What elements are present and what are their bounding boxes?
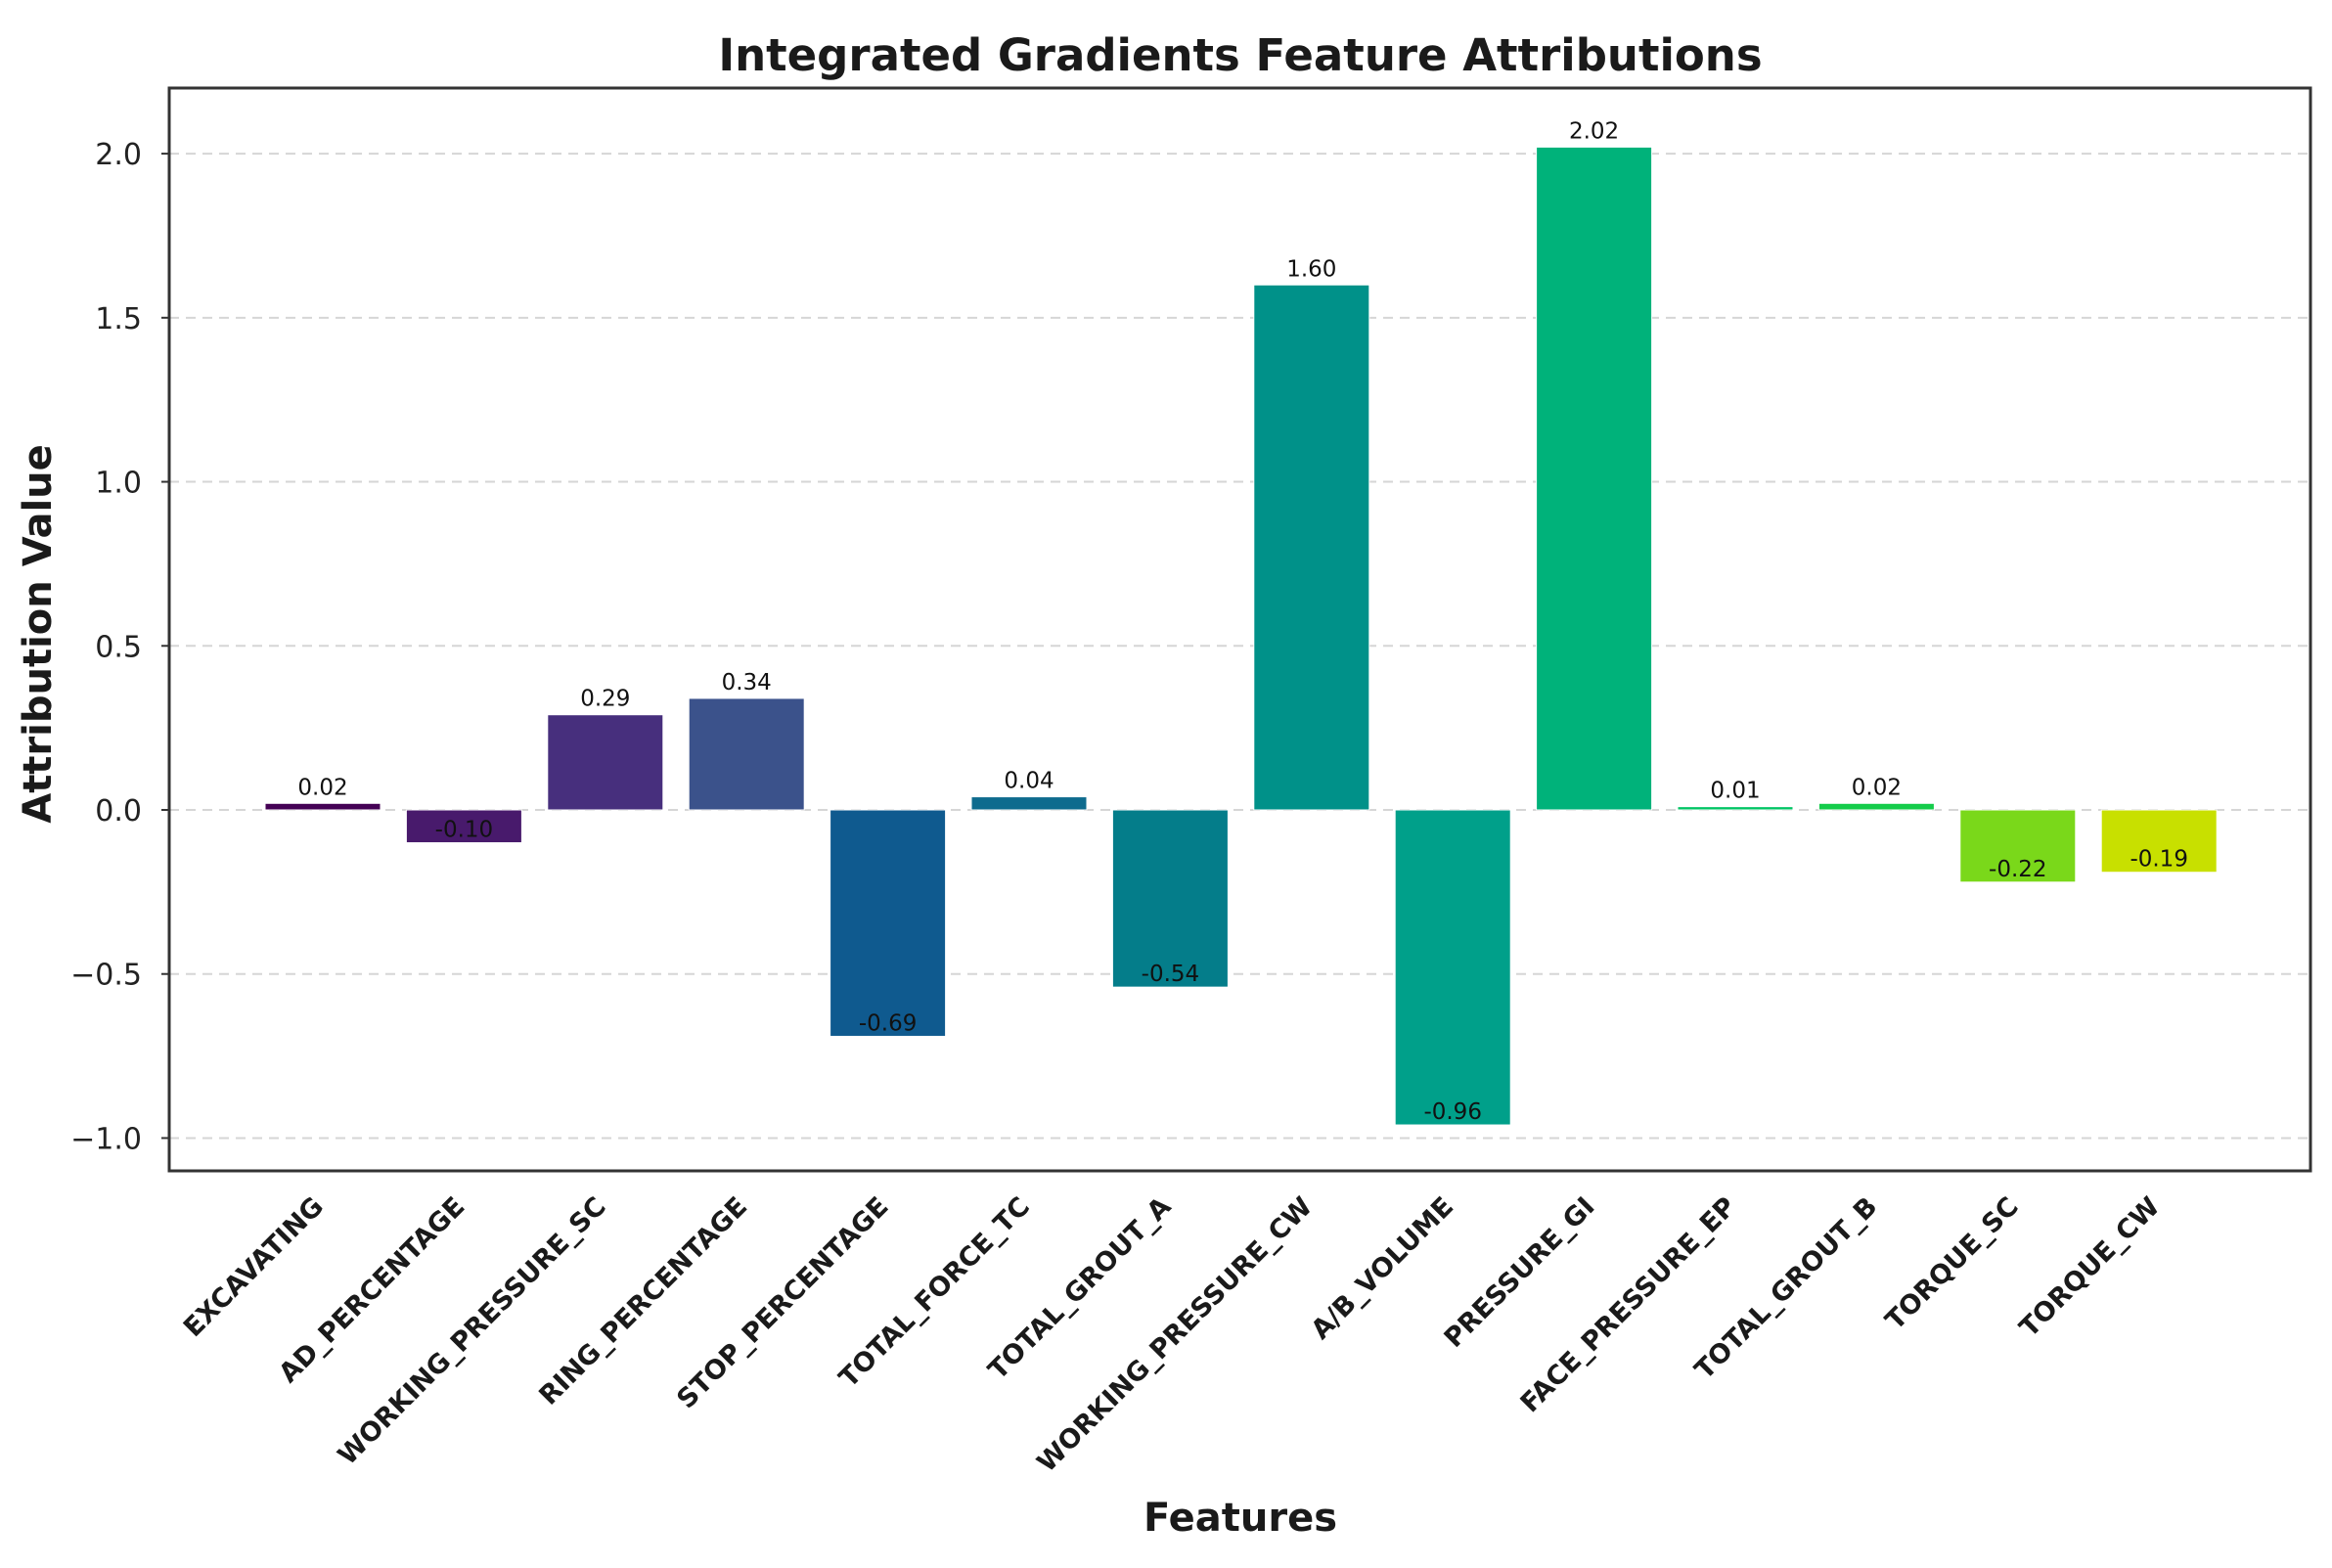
bar bbox=[1394, 809, 1511, 1126]
bar-value-label: -0.54 bbox=[1142, 962, 1200, 987]
bar-value-label: -0.69 bbox=[859, 1010, 918, 1036]
x-axis-label: Features bbox=[1144, 1496, 1337, 1541]
bar-value-label: -0.10 bbox=[435, 818, 494, 843]
bar-value-label: -0.19 bbox=[2130, 847, 2188, 873]
y-tick-label: 0.0 bbox=[95, 794, 142, 829]
y-tick-label: 1.0 bbox=[95, 467, 142, 501]
bar bbox=[264, 802, 381, 811]
y-tick-label: 1.5 bbox=[95, 302, 142, 336]
bar bbox=[688, 697, 805, 811]
y-tick-label: 2.0 bbox=[95, 138, 142, 172]
bar-value-label: 2.02 bbox=[1569, 118, 1619, 144]
bar bbox=[1677, 806, 1794, 811]
y-tick-label: 0.5 bbox=[95, 630, 142, 664]
gridlines bbox=[169, 153, 2310, 1140]
bar bbox=[2100, 809, 2218, 874]
bar-value-label: 0.04 bbox=[1004, 769, 1054, 794]
bar bbox=[970, 796, 1088, 811]
bar bbox=[405, 809, 522, 844]
plot-frame bbox=[167, 86, 2312, 1173]
bar bbox=[1536, 146, 1653, 811]
bars bbox=[264, 146, 2218, 1126]
y-axis-label: Attribution Value bbox=[16, 444, 61, 824]
bar-value-label: 0.02 bbox=[297, 775, 347, 800]
bar-value-label: -0.96 bbox=[1423, 1099, 1482, 1125]
bar-value-label: 0.34 bbox=[722, 670, 772, 695]
bar bbox=[1959, 809, 2077, 883]
data-labels: 0.02 -0.10 0.29 0.34 -0.69 0.04 -0.54 1.60 -0.96… bbox=[297, 118, 2188, 1125]
bar bbox=[1817, 802, 1935, 811]
y-axis-ticks: −1.0 −0.5 0.0 0.5 1.0 1.5 2.0 bbox=[70, 138, 169, 1156]
bar bbox=[830, 809, 947, 1037]
bar-value-label: -0.22 bbox=[1989, 857, 2047, 882]
bar-value-label: 0.01 bbox=[1710, 779, 1760, 804]
bar bbox=[1111, 809, 1229, 988]
bar bbox=[1253, 284, 1370, 811]
bar-value-label: 1.60 bbox=[1286, 256, 1336, 282]
bar bbox=[547, 714, 664, 811]
y-tick-label: −0.5 bbox=[70, 959, 142, 993]
y-tick-label: −1.0 bbox=[70, 1122, 142, 1156]
bar-value-label: 0.02 bbox=[1852, 775, 1902, 800]
bar-value-label: 0.29 bbox=[580, 687, 630, 712]
chart-title: Integrated Gradients Feature Attribution… bbox=[718, 29, 1762, 81]
